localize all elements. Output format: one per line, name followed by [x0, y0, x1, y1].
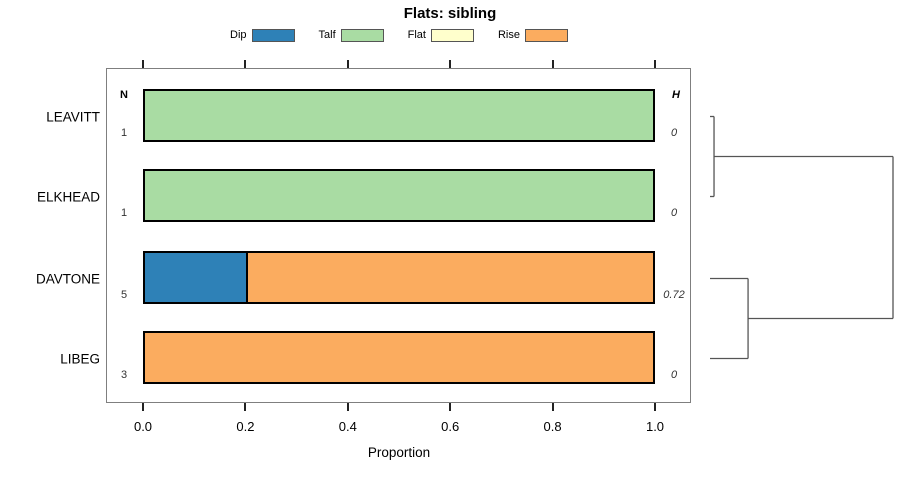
legend-color-swatch: [525, 28, 568, 42]
h-column-header: H: [672, 89, 680, 101]
x-tick-label: 0.4: [338, 419, 357, 434]
bar-row: [143, 169, 655, 222]
bar-segment-dip: [145, 253, 247, 302]
x-axis-tick-top: [449, 60, 452, 68]
category-label: LIBEG: [60, 351, 100, 366]
x-axis-tick: [654, 403, 656, 411]
x-axis-tick: [551, 403, 554, 411]
x-axis-title: Proportion: [367, 445, 431, 460]
legend-item-label: Flat: [407, 29, 426, 41]
legend-color-swatch: [340, 28, 384, 42]
legend-item-label: Dip: [230, 29, 247, 41]
bar-segment-rise: [145, 333, 653, 382]
legend-item-flat: Flat: [407, 28, 474, 42]
n-value: 1: [120, 127, 128, 139]
x-tick-label: 0.8: [543, 419, 562, 434]
legend: Dip Talf Flat Rise: [143, 26, 655, 44]
x-axis-tick: [244, 403, 247, 411]
legend-item-talf: Talf: [318, 28, 384, 42]
legend-item-label: Talf: [318, 29, 336, 41]
bar-segment-talf: [145, 91, 653, 140]
legend-color-swatch: [251, 28, 295, 42]
x-tick-label: 0.6: [441, 419, 460, 434]
h-value: 0: [670, 207, 678, 219]
legend-item-label: Rise: [497, 29, 520, 41]
n-value: 1: [120, 207, 128, 219]
legend-item-rise: Rise: [497, 28, 568, 42]
legend-color-swatch: [430, 28, 474, 42]
bar-row: [143, 331, 655, 384]
x-axis-tick-top: [654, 60, 656, 68]
category-label: DAVTONE: [35, 271, 100, 286]
x-axis-tick-top: [346, 60, 349, 68]
plot-area: [106, 68, 691, 403]
n-value: 3: [120, 369, 128, 381]
bar-segment-rise: [246, 253, 653, 302]
x-axis-tick: [449, 403, 452, 411]
x-axis-tick: [346, 403, 349, 411]
bar-row: [143, 251, 655, 304]
h-value: 0: [670, 127, 678, 139]
x-axis-tick-top: [551, 60, 554, 68]
x-tick-label: 0.0: [133, 419, 153, 434]
legend-item-dip: Dip: [230, 28, 295, 42]
category-label: LEAVITT: [46, 109, 100, 124]
x-axis-tick-top: [142, 60, 144, 68]
n-value: 5: [120, 289, 128, 301]
x-axis-tick-top: [244, 60, 247, 68]
bar-row: [143, 89, 655, 142]
n-column-header: N: [120, 89, 128, 101]
x-tick-label: 1.0: [645, 419, 665, 434]
h-value: 0.72: [663, 289, 685, 301]
x-tick-label: 0.2: [236, 419, 255, 434]
bar-segment-talf: [145, 171, 653, 220]
h-value: 0: [670, 369, 678, 381]
category-label: ELKHEAD: [36, 189, 100, 204]
x-axis-tick: [142, 403, 144, 411]
chart-title: Flats: sibling: [403, 5, 497, 22]
